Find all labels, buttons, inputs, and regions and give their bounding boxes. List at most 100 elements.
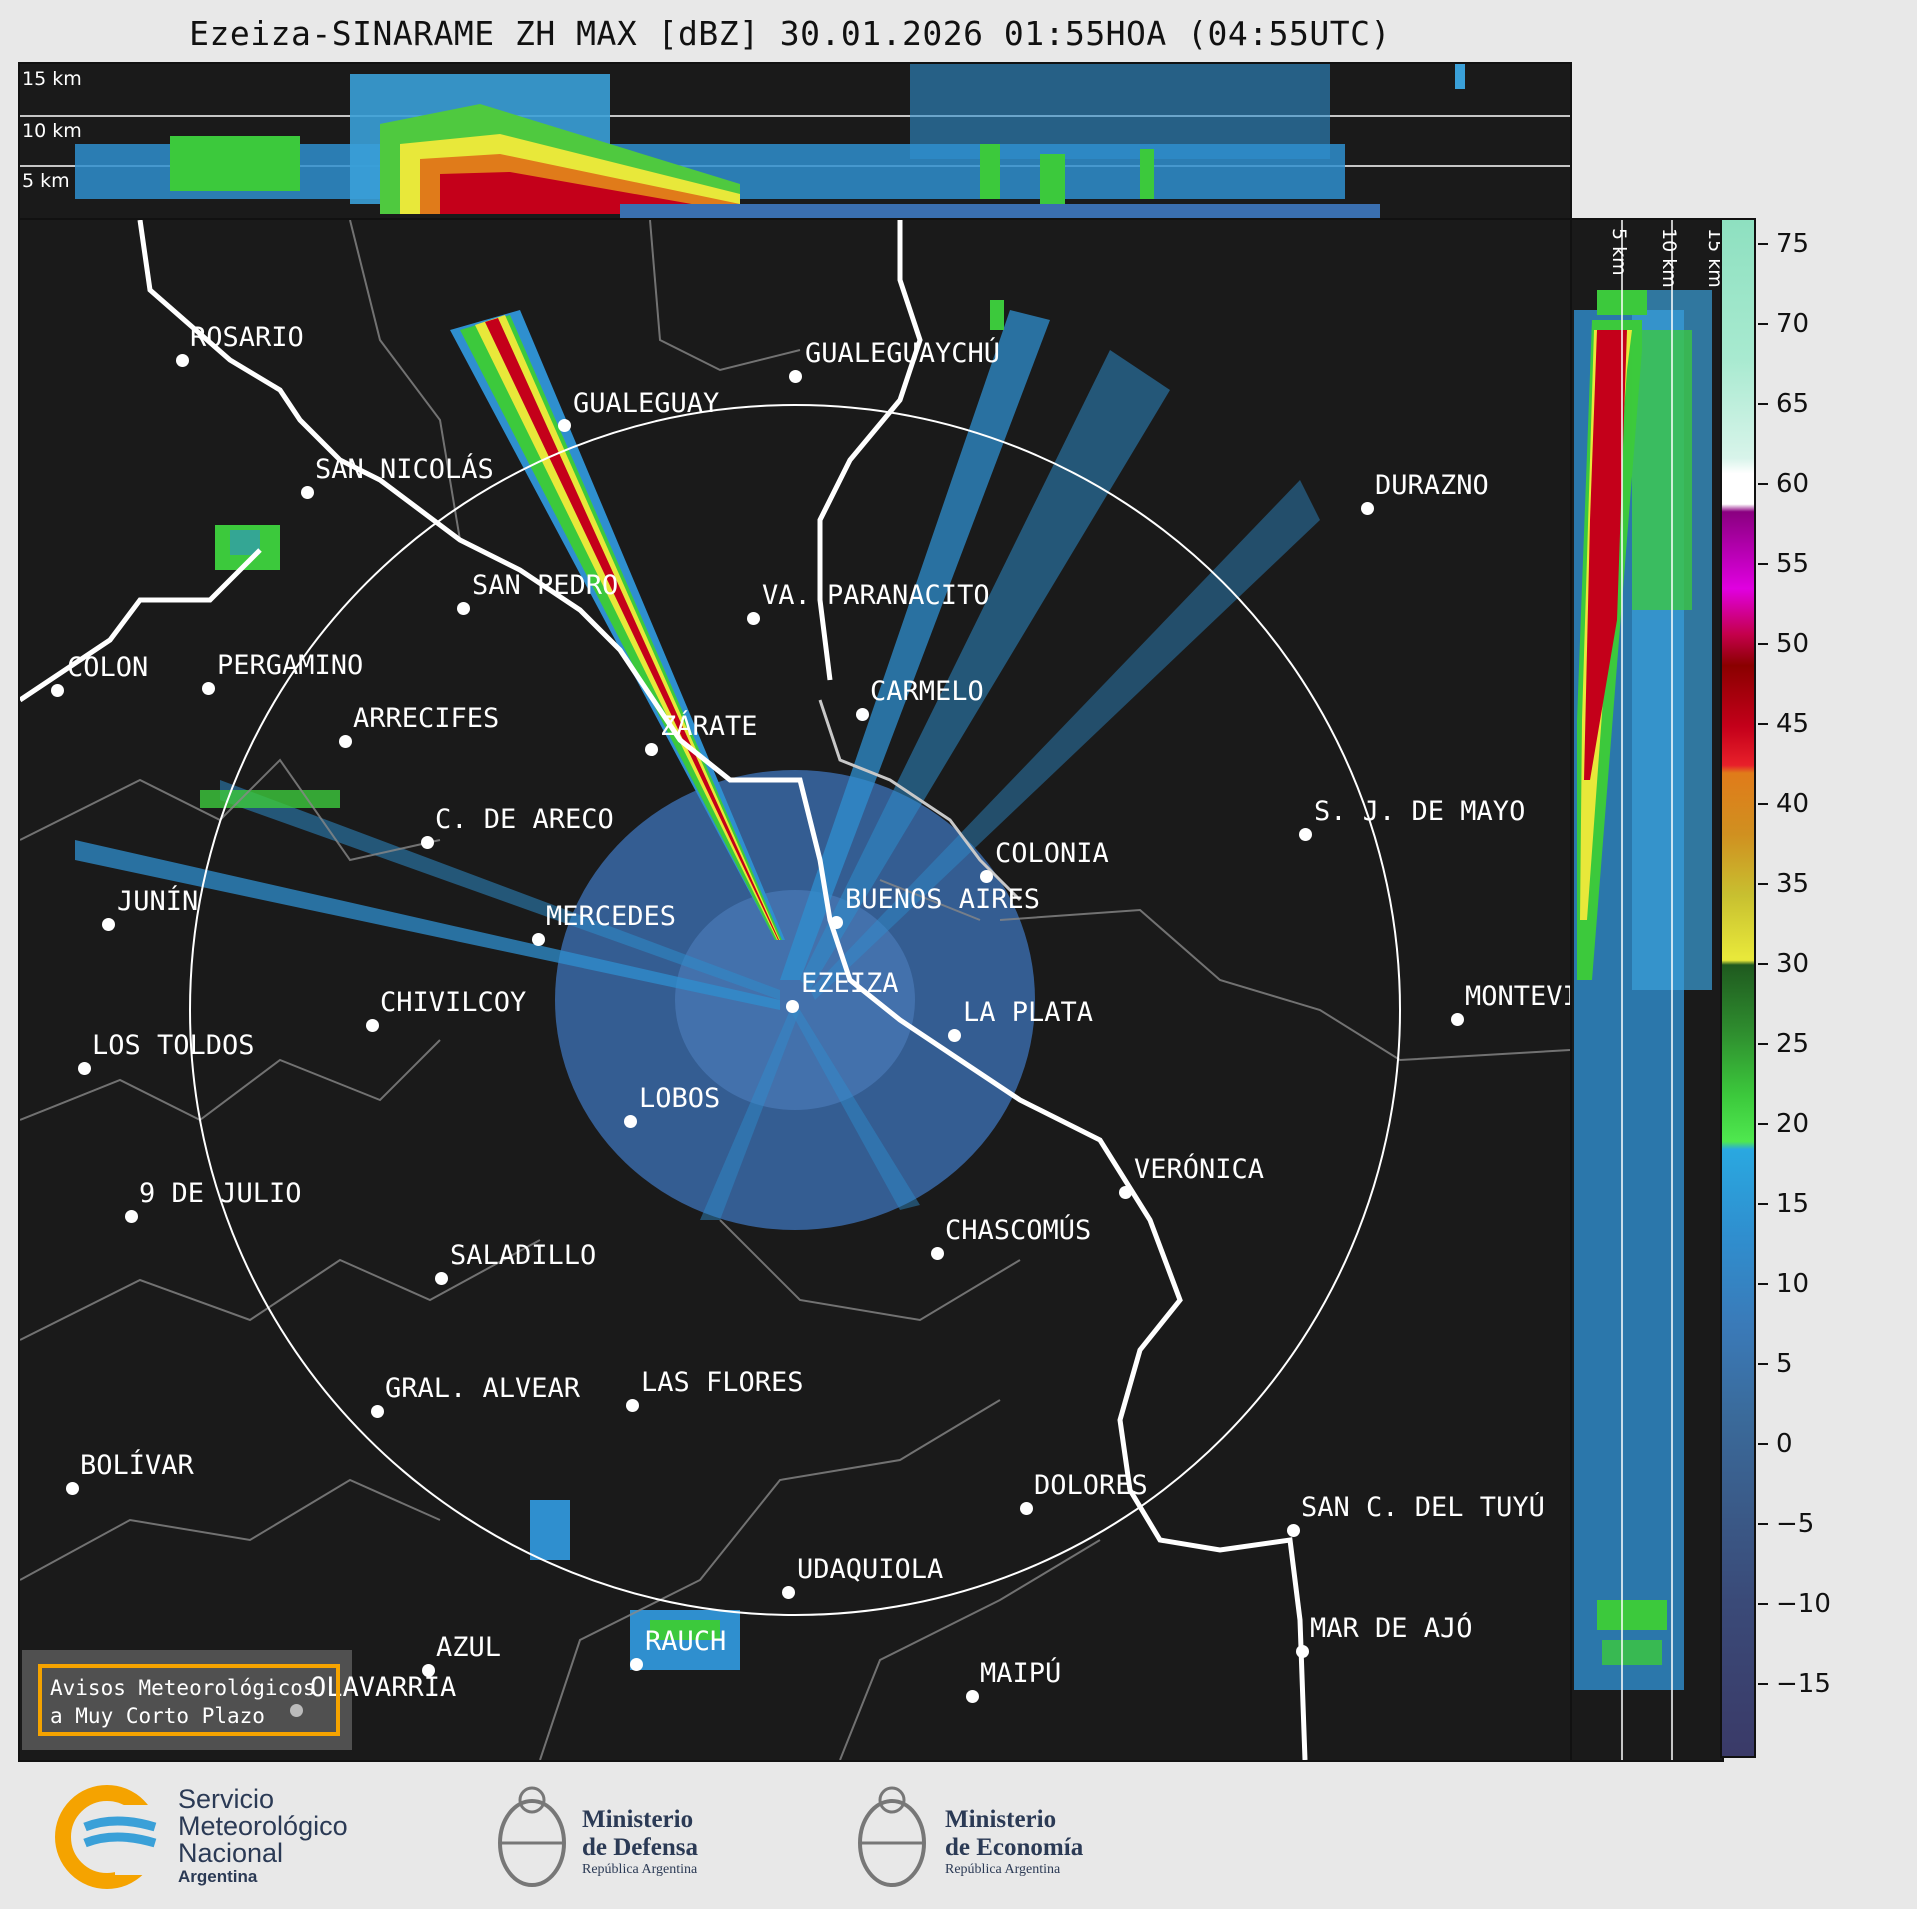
cb-tick-minus5: −5 bbox=[1776, 1509, 1815, 1539]
city-dot-c-de-areco bbox=[421, 836, 434, 849]
defensa-line-3: República Argentina bbox=[582, 1862, 698, 1877]
cb-tick-20: 20 bbox=[1776, 1109, 1810, 1139]
city-label-mercedes: MERCEDES bbox=[546, 901, 677, 932]
city-dot-durazno bbox=[1361, 502, 1374, 515]
city-label-la-plata: LA PLATA bbox=[963, 997, 1094, 1028]
city-label-san-nicolas: SAN NICOLÁS bbox=[315, 454, 494, 485]
cb-tick-70: 70 bbox=[1776, 309, 1810, 339]
range-ring bbox=[189, 404, 1401, 1616]
city-label-rosario: ROSARIO bbox=[190, 322, 304, 353]
economia-line-2: de Economía bbox=[945, 1834, 1084, 1861]
cb-tick-15: 15 bbox=[1776, 1189, 1810, 1219]
city-label-gualeguay: GUALEGUAY bbox=[573, 388, 720, 419]
city-label-rauch: RAUCH bbox=[645, 1626, 727, 1657]
city-dot-paranacito bbox=[747, 612, 760, 625]
city-dot-la-plata bbox=[948, 1029, 961, 1042]
city-dot-saladillo bbox=[435, 1272, 448, 1285]
top-cross-section-echoes bbox=[20, 64, 1570, 218]
city-dot-gualeguaychu bbox=[789, 370, 802, 383]
city-label-san-pedro: SAN PEDRO bbox=[472, 570, 619, 601]
city-label-saladillo: SALADILLO bbox=[450, 1240, 597, 1271]
city-dot-pergamino bbox=[202, 682, 215, 695]
cb-tick-35: 35 bbox=[1776, 869, 1810, 899]
smn-line-1: Servicio bbox=[178, 1784, 275, 1814]
cb-tick-0: 0 bbox=[1776, 1429, 1793, 1459]
side-cross-section: 5 km 10 km 15 km bbox=[1570, 218, 1724, 1762]
cb-tick-minus15: −15 bbox=[1776, 1669, 1831, 1699]
city-dot-chascomus bbox=[931, 1247, 944, 1260]
economia-line-3: República Argentina bbox=[945, 1862, 1061, 1877]
city-dot-gral-alvear bbox=[371, 1405, 384, 1418]
top-alt-label-5: 5 km bbox=[22, 170, 70, 192]
city-dot-azul bbox=[422, 1664, 435, 1677]
smn-line-3: Nacional bbox=[178, 1838, 284, 1868]
city-label-dolores: DOLORES bbox=[1034, 1470, 1148, 1501]
city-dot-san-nicolas bbox=[301, 486, 314, 499]
city-label-gualeguaychu: GUALEGUAYCHÚ bbox=[805, 338, 1001, 369]
city-dot-san-c-del-tuyu bbox=[1287, 1524, 1300, 1537]
warning-box[interactable]: Avisos Meteorológicos a Muy Corto Plazo bbox=[38, 1664, 340, 1736]
radar-map-canvas bbox=[20, 220, 1570, 1760]
radar-title: Ezeiza-SINARAME ZH MAX [dBZ] 30.01.2026 … bbox=[189, 14, 1391, 53]
city-label-colon: COLON bbox=[67, 652, 149, 683]
city-label-zarate: ZÁRATE bbox=[660, 711, 758, 742]
city-label-9-de-julio: 9 DE JULIO bbox=[139, 1178, 302, 1209]
city-label-maipu: MAIPÚ bbox=[980, 1658, 1062, 1689]
city-label-durazno: DURAZNO bbox=[1375, 470, 1489, 501]
city-label-sj-de-mayo: S. J. DE MAYO bbox=[1314, 796, 1526, 827]
city-label-junin: JUNÍN bbox=[117, 886, 199, 917]
cb-tick-75: 75 bbox=[1776, 229, 1810, 259]
warning-line-1: Avisos Meteorológicos bbox=[50, 1676, 316, 1700]
cb-tick-10: 10 bbox=[1776, 1269, 1810, 1299]
cb-tick-25: 25 bbox=[1776, 1029, 1810, 1059]
district-boundaries bbox=[20, 220, 1570, 1760]
city-label-arrecifes: ARRECIFES bbox=[353, 703, 500, 734]
city-label-san-c-del-tuyu: SAN C. DEL TUYÚ bbox=[1301, 1492, 1545, 1523]
warning-line-2: a Muy Corto Plazo bbox=[50, 1704, 265, 1728]
cb-tick-40: 40 bbox=[1776, 789, 1810, 819]
city-dot-lobos bbox=[624, 1115, 637, 1128]
footer bbox=[0, 1762, 1917, 1909]
side-alt-label-5: 5 km bbox=[1608, 228, 1630, 276]
city-label-azul: AZUL bbox=[436, 1632, 502, 1663]
side-alt-label-15: 15 km bbox=[1704, 228, 1724, 288]
cb-tick-30: 30 bbox=[1776, 949, 1810, 979]
city-dot-rauch bbox=[630, 1658, 643, 1671]
city-label-buenos-aires: BUENOS AIRES bbox=[845, 884, 1041, 915]
city-label-olavarria: OLAVARRÍA bbox=[310, 1672, 457, 1703]
city-label-las-flores: LAS FLORES bbox=[641, 1367, 804, 1398]
city-dot-montevideo bbox=[1451, 1013, 1464, 1026]
city-label-ezeiza: EZEIZA bbox=[801, 968, 899, 999]
city-label-udaquiola: UDAQUIOLA bbox=[797, 1554, 944, 1585]
economia-logo-text: Ministerio de Economía República Argenti… bbox=[945, 1806, 1083, 1878]
city-dot-colonia bbox=[980, 870, 993, 883]
city-label-mar-de-ajo: MAR DE AJÓ bbox=[1310, 1613, 1473, 1644]
cb-tick-65: 65 bbox=[1776, 389, 1810, 419]
smn-logo-icon bbox=[55, 1785, 170, 1889]
strong-nw-beam bbox=[450, 310, 785, 940]
defensa-escudo-icon bbox=[498, 1786, 566, 1887]
city-label-paranacito: VA. PARANACITO bbox=[762, 580, 990, 611]
side-alt-label-10: 10 km bbox=[1658, 228, 1680, 288]
smn-line-2: Meteorológico bbox=[178, 1811, 348, 1841]
city-dot-mercedes bbox=[532, 933, 545, 946]
reflectivity-colorbar bbox=[1720, 218, 1756, 1758]
city-dot-san-pedro bbox=[457, 602, 470, 615]
economia-escudo-icon bbox=[858, 1786, 926, 1887]
cb-tick-minus10: −10 bbox=[1776, 1589, 1831, 1619]
city-dot-carmelo bbox=[856, 708, 869, 721]
cb-tick-5: 5 bbox=[1776, 1349, 1793, 1379]
city-dot-olavarria bbox=[290, 1704, 303, 1717]
city-dot-los-toldos bbox=[78, 1062, 91, 1075]
city-label-c-de-areco: C. DE ARECO bbox=[435, 804, 614, 835]
radar-map bbox=[18, 218, 1572, 1762]
city-label-bolivar: BOLÍVAR bbox=[80, 1450, 194, 1481]
city-label-carmelo: CARMELO bbox=[870, 676, 984, 707]
defensa-logo-text: Ministerio de Defensa República Argentin… bbox=[582, 1806, 698, 1878]
city-dot-buenos-aires bbox=[830, 916, 843, 929]
city-label-colonia: COLONIA bbox=[995, 838, 1109, 869]
city-dot-chivilcoy bbox=[366, 1019, 379, 1032]
city-label-lobos: LOBOS bbox=[639, 1083, 721, 1114]
echo-cells bbox=[200, 300, 1004, 1670]
top-cross-section: 15 km 10 km 5 km bbox=[18, 62, 1572, 220]
